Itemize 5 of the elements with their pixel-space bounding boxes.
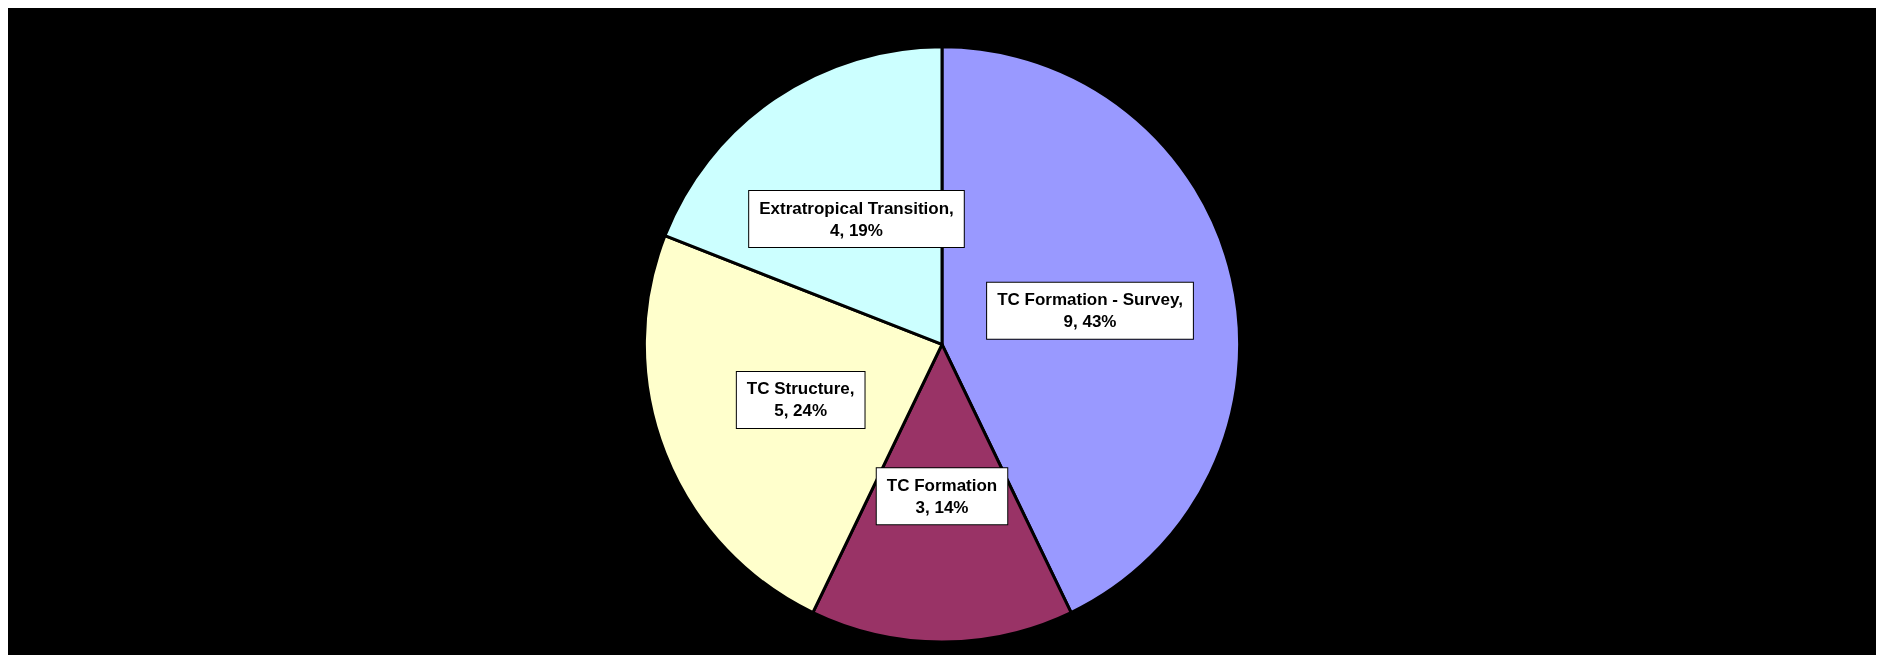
slice-label: TC Structure, 5, 24% xyxy=(746,379,855,421)
data-label: 3, 14% xyxy=(915,497,969,517)
slice-label: Extratropical Transition, 4, 19% xyxy=(759,198,954,240)
slice-label: TC Formation xyxy=(886,475,998,495)
slice-label: TC Formation - Survey, 9, 43% xyxy=(997,290,1183,332)
